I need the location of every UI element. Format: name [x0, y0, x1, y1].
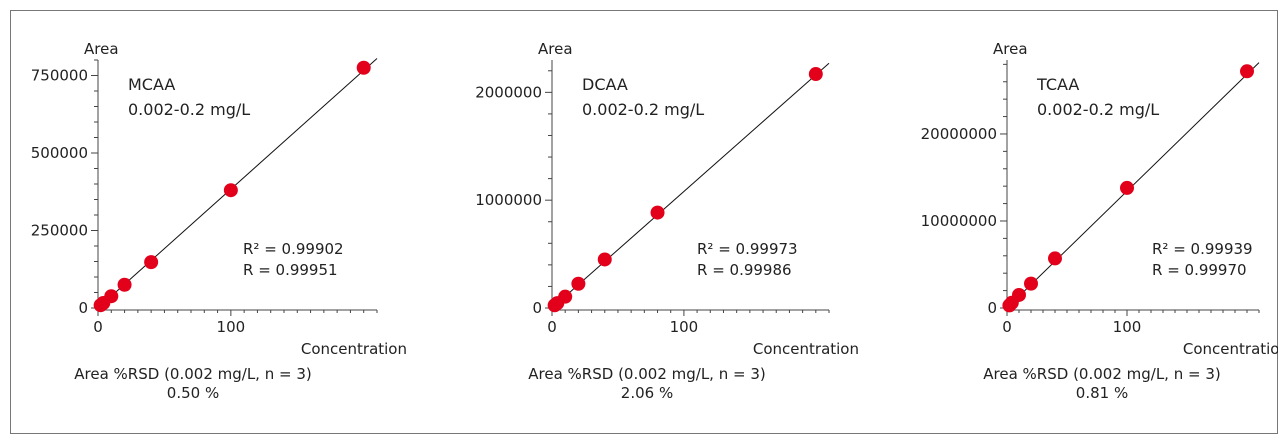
x-tick-label: 100: [1113, 318, 1142, 336]
r-value-label: R = 0.99970: [1152, 261, 1247, 279]
data-point: [1048, 251, 1062, 266]
x-axis-label: Concentration: [301, 340, 407, 358]
calibration-curves-figure: 0 100 0 250000 500000 750000 Area Concentration…: [31, 40, 1278, 402]
rsd-value: 0.81 %: [1076, 384, 1128, 402]
r-squared-label: R² = 0.99973: [697, 240, 798, 258]
range-label: 0.002-0.2 mg/L: [128, 100, 250, 119]
r-value-label: R = 0.99986: [697, 261, 792, 279]
data-point: [808, 67, 823, 82]
data-point: [597, 252, 612, 267]
x-tick-label: 0: [547, 318, 557, 336]
data-point: [223, 183, 238, 198]
chart-panel-tcaa: 0 100 0 10000000 20000000 Area Concentration TC…: [921, 40, 1278, 402]
y-tick-label: 0: [78, 299, 88, 317]
data-point: [1120, 180, 1134, 195]
rsd-value: 2.06 %: [621, 384, 673, 402]
rsd-value: 0.50 %: [167, 384, 219, 402]
data-point: [117, 277, 132, 292]
data-point: [558, 289, 573, 304]
range-label: 0.002-0.2 mg/L: [582, 100, 704, 119]
data-point: [1012, 287, 1026, 302]
y-axis-label: Area: [993, 40, 1028, 58]
data-point: [650, 205, 665, 220]
data-point: [571, 276, 586, 291]
y-tick-label: 750000: [31, 67, 88, 85]
compound-label: TCAA: [1036, 75, 1079, 94]
r-value-label: R = 0.99951: [243, 261, 338, 279]
data-point: [104, 289, 119, 304]
regression-line: [97, 58, 378, 309]
range-label: 0.002-0.2 mg/L: [1037, 100, 1159, 119]
compound-label: MCAA: [128, 75, 175, 94]
x-tick-label: 100: [217, 318, 246, 336]
r-squared-label: R² = 0.99902: [243, 240, 344, 258]
y-tick-label: 10000000: [921, 212, 997, 230]
y-tick-label: 0: [532, 299, 542, 317]
y-axis-label: Area: [538, 40, 573, 58]
x-axis-label: Concentration: [753, 340, 859, 358]
rsd-caption: Area %RSD (0.002 mg/L, n = 3): [983, 365, 1220, 383]
x-tick-label: 0: [93, 318, 103, 336]
compound-label: DCAA: [582, 75, 628, 94]
x-axis-label: Concentration: [1183, 340, 1278, 358]
figure-frame: [10, 10, 1278, 434]
y-tick-label: 1000000: [475, 191, 542, 209]
rsd-caption: Area %RSD (0.002 mg/L, n = 3): [74, 365, 311, 383]
chart-panel-mcaa: 0 100 0 250000 500000 750000 Area Concentration…: [31, 40, 407, 402]
y-tick-label: 0: [987, 299, 997, 317]
data-point: [1240, 64, 1254, 79]
y-tick-label: 2000000: [475, 83, 542, 101]
x-tick-label: 0: [1002, 318, 1012, 336]
regression-line: [551, 62, 830, 309]
y-axis-label: Area: [84, 40, 119, 58]
data-point: [1024, 276, 1038, 291]
y-tick-label: 20000000: [921, 125, 997, 143]
y-tick-label: 250000: [31, 222, 88, 240]
rsd-caption: Area %RSD (0.002 mg/L, n = 3): [528, 365, 765, 383]
data-point: [356, 60, 371, 75]
y-tick-label: 500000: [31, 144, 88, 162]
data-point: [144, 255, 159, 270]
r-squared-label: R² = 0.99939: [1152, 240, 1253, 258]
x-tick-label: 100: [670, 318, 699, 336]
chart-panel-dcaa: 0 100 0 1000000 2000000 Area Concentration DCAA…: [475, 40, 859, 402]
